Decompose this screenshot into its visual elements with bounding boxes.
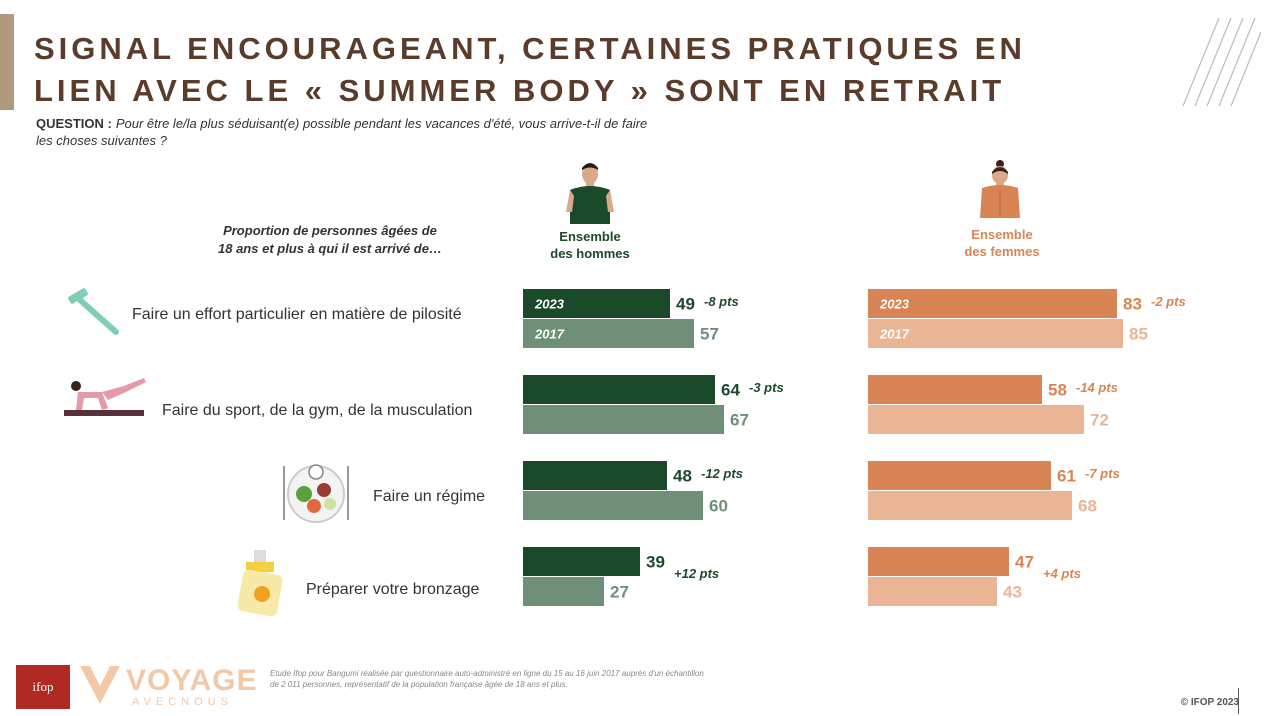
- men-change-row-0: -8 pts: [704, 294, 739, 309]
- row-label-regime: Faire un régime: [373, 488, 486, 505]
- men-bar-2023-row-2: [523, 461, 667, 490]
- women-group-label: Ensemble des femmes: [922, 226, 1082, 260]
- man-figure-icon: [566, 163, 614, 224]
- voyage-logo-icon: [80, 666, 120, 704]
- proportion-caption: Proportion de personnes âgées de 18 ans …: [190, 222, 470, 258]
- women-bar-2023-row-3: [868, 547, 1009, 576]
- decorative-lines-icon: [1182, 17, 1261, 107]
- men-value-2023-row-0: 49: [676, 295, 695, 314]
- title-line-1: SIGNAL ENCOURAGEANT, CERTAINES PRATIQUES…: [34, 31, 1026, 66]
- men-label-line-1: Ensemble: [559, 229, 621, 244]
- razor-icon: [68, 288, 119, 335]
- women-change-row-3: +4 pts: [1043, 566, 1081, 581]
- men-value-2017-row-0: 57: [700, 325, 719, 344]
- women-bar-2017-row-0: [868, 319, 1123, 348]
- men-bar-2017-row-1: [523, 405, 724, 434]
- women-change-row-2: -7 pts: [1085, 466, 1120, 481]
- men-bar-2017-row-0: [523, 319, 694, 348]
- women-year-label-2017: 2017: [879, 327, 910, 342]
- proportion-line-1: Proportion de personnes âgées de: [223, 223, 437, 238]
- women-bar-2023-row-0: [868, 289, 1117, 318]
- men-change-row-1: -3 pts: [749, 380, 784, 395]
- question-text: QUESTION : Pour être le/la plus séduisant…: [36, 115, 656, 149]
- ifop-logo-text: ifop: [32, 679, 54, 694]
- women-label-line-2: des femmes: [964, 244, 1040, 259]
- footer-note: Etude Ifop pour Bangumi réalisée par que…: [270, 669, 704, 689]
- men-bar-2023-row-0: [523, 289, 670, 318]
- row-label-pilosite: Faire un effort particulier en matière d…: [132, 306, 462, 323]
- men-value-2023-row-2: 48: [673, 467, 692, 486]
- men-value-2023-row-3: 39: [646, 553, 665, 572]
- men-bar-2023-row-1: [523, 375, 715, 404]
- men-value-2017-row-3: 27: [610, 583, 629, 602]
- men-group-label: Ensemble des hommes: [510, 228, 670, 262]
- men-value-2017-row-2: 60: [709, 497, 728, 516]
- question-label: QUESTION :: [36, 116, 112, 131]
- women-value-2017-row-1: 72: [1090, 411, 1109, 430]
- women-bar-2023-row-1: [868, 375, 1042, 404]
- accent-bar: [0, 14, 14, 110]
- men-bar-2017-row-2: [523, 491, 703, 520]
- women-bar-2017-row-1: [868, 405, 1084, 434]
- ifop-logo: ifop: [16, 665, 70, 709]
- women-value-2017-row-0: 85: [1129, 325, 1148, 344]
- men-label-line-2: des hommes: [550, 246, 630, 261]
- women-label-line-1: Ensemble: [971, 227, 1033, 242]
- women-year-label-2023: 2023: [879, 297, 910, 312]
- women-value-2023-row-0: 83: [1123, 295, 1142, 314]
- woman-figure-icon: [980, 160, 1020, 218]
- women-change-row-1: -14 pts: [1076, 380, 1118, 395]
- row-label-sport: Faire du sport, de la gym, de la muscula…: [162, 402, 473, 419]
- men-year-label-2023: 2023: [534, 297, 565, 312]
- women-value-2023-row-1: 58: [1048, 381, 1067, 400]
- women-bar-2023-row-2: [868, 461, 1051, 490]
- voyage-logo-subtext: AVECNOUS: [132, 696, 233, 708]
- women-value-2023-row-2: 61: [1057, 467, 1076, 486]
- women-value-2017-row-2: 68: [1078, 497, 1097, 516]
- men-change-row-2: -12 pts: [701, 466, 743, 481]
- men-change-row-3: +12 pts: [674, 566, 719, 581]
- fitness-woman-icon: [64, 378, 146, 416]
- men-bar-2017-row-3: [523, 577, 604, 606]
- men-year-label-2017: 2017: [534, 327, 565, 342]
- page-title: SIGNAL ENCOURAGEANT, CERTAINES PRATIQUES…: [34, 28, 1026, 112]
- men-bar-2023-row-3: [523, 547, 640, 576]
- men-value-2023-row-1: 64: [721, 381, 740, 400]
- men-value-2017-row-1: 67: [730, 411, 749, 430]
- women-value-2023-row-3: 47: [1015, 553, 1034, 572]
- diet-plate-icon: [283, 464, 349, 523]
- sunscreen-icon: [237, 550, 283, 616]
- copyright: © IFOP 2023: [1180, 697, 1239, 708]
- proportion-line-2: 18 ans et plus à qui il est arrivé de…: [218, 241, 442, 256]
- question-body: Pour être le/la plus séduisant(e) possib…: [36, 116, 648, 148]
- women-value-2017-row-3: 43: [1003, 583, 1022, 602]
- women-bar-2017-row-3: [868, 577, 997, 606]
- voyage-logo-text: VOYAGE: [126, 664, 258, 697]
- women-bar-2017-row-2: [868, 491, 1072, 520]
- women-change-row-0: -2 pts: [1151, 294, 1186, 309]
- footer-divider: [1238, 688, 1239, 714]
- title-line-2: LIEN AVEC LE « SUMMER BODY » SONT EN RET…: [34, 73, 1006, 108]
- row-label-bronzage: Préparer votre bronzage: [306, 581, 480, 598]
